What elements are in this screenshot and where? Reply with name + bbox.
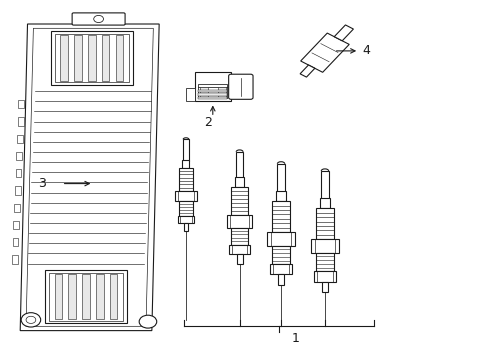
Bar	[115, 36, 123, 81]
Bar	[18, 117, 23, 126]
Bar	[109, 274, 117, 319]
Bar	[236, 152, 243, 179]
Bar	[226, 215, 252, 228]
Bar	[16, 152, 22, 160]
Text: 3: 3	[38, 177, 46, 190]
Bar	[266, 232, 294, 246]
Bar	[13, 238, 19, 246]
Circle shape	[21, 313, 41, 327]
Bar	[271, 201, 290, 232]
Bar	[13, 221, 19, 229]
Bar	[198, 84, 227, 98]
Bar	[321, 171, 328, 200]
Bar	[179, 201, 192, 216]
Bar	[183, 223, 188, 231]
Bar	[198, 93, 227, 96]
Bar	[269, 264, 292, 274]
Bar	[272, 246, 289, 264]
Bar	[277, 164, 284, 193]
Bar	[198, 90, 227, 92]
Bar	[198, 97, 227, 99]
Circle shape	[94, 15, 103, 23]
Bar	[61, 36, 68, 81]
Text: 1: 1	[291, 332, 299, 345]
Bar	[88, 36, 96, 81]
Bar	[182, 160, 189, 168]
Bar	[218, 87, 225, 97]
Bar	[51, 31, 132, 85]
Bar	[316, 253, 333, 271]
Bar	[230, 186, 248, 215]
Bar	[102, 36, 109, 81]
Bar	[177, 216, 194, 223]
Bar	[185, 88, 194, 101]
Polygon shape	[20, 24, 159, 330]
FancyBboxPatch shape	[72, 13, 125, 25]
Bar	[175, 191, 196, 201]
Bar	[194, 72, 231, 101]
FancyBboxPatch shape	[228, 74, 252, 99]
Text: 4: 4	[362, 44, 369, 57]
Circle shape	[139, 315, 157, 328]
Polygon shape	[26, 28, 153, 326]
Bar	[320, 198, 329, 208]
Bar	[235, 177, 244, 186]
Bar	[321, 282, 327, 292]
Polygon shape	[300, 33, 348, 72]
Polygon shape	[334, 25, 353, 41]
Bar	[55, 274, 62, 319]
Bar	[15, 186, 20, 194]
Bar	[45, 270, 126, 323]
Bar	[277, 274, 284, 285]
Bar	[17, 135, 23, 143]
Bar	[96, 274, 103, 319]
Text: 2: 2	[203, 116, 211, 129]
Bar	[68, 274, 76, 319]
Bar	[200, 87, 207, 97]
Polygon shape	[300, 65, 314, 77]
Bar	[183, 139, 188, 161]
Bar	[313, 271, 335, 282]
Circle shape	[26, 316, 36, 323]
Bar	[82, 274, 90, 319]
Bar	[49, 273, 122, 320]
Bar	[231, 228, 247, 245]
Bar	[236, 255, 242, 264]
Bar	[276, 191, 285, 201]
Bar	[55, 34, 128, 82]
Bar	[14, 203, 20, 212]
Bar	[12, 255, 18, 264]
Bar	[19, 100, 24, 108]
Bar	[74, 36, 82, 81]
Bar	[16, 169, 21, 177]
Bar	[315, 208, 333, 239]
Bar	[179, 168, 193, 191]
Bar	[310, 239, 338, 253]
Bar	[229, 245, 249, 255]
